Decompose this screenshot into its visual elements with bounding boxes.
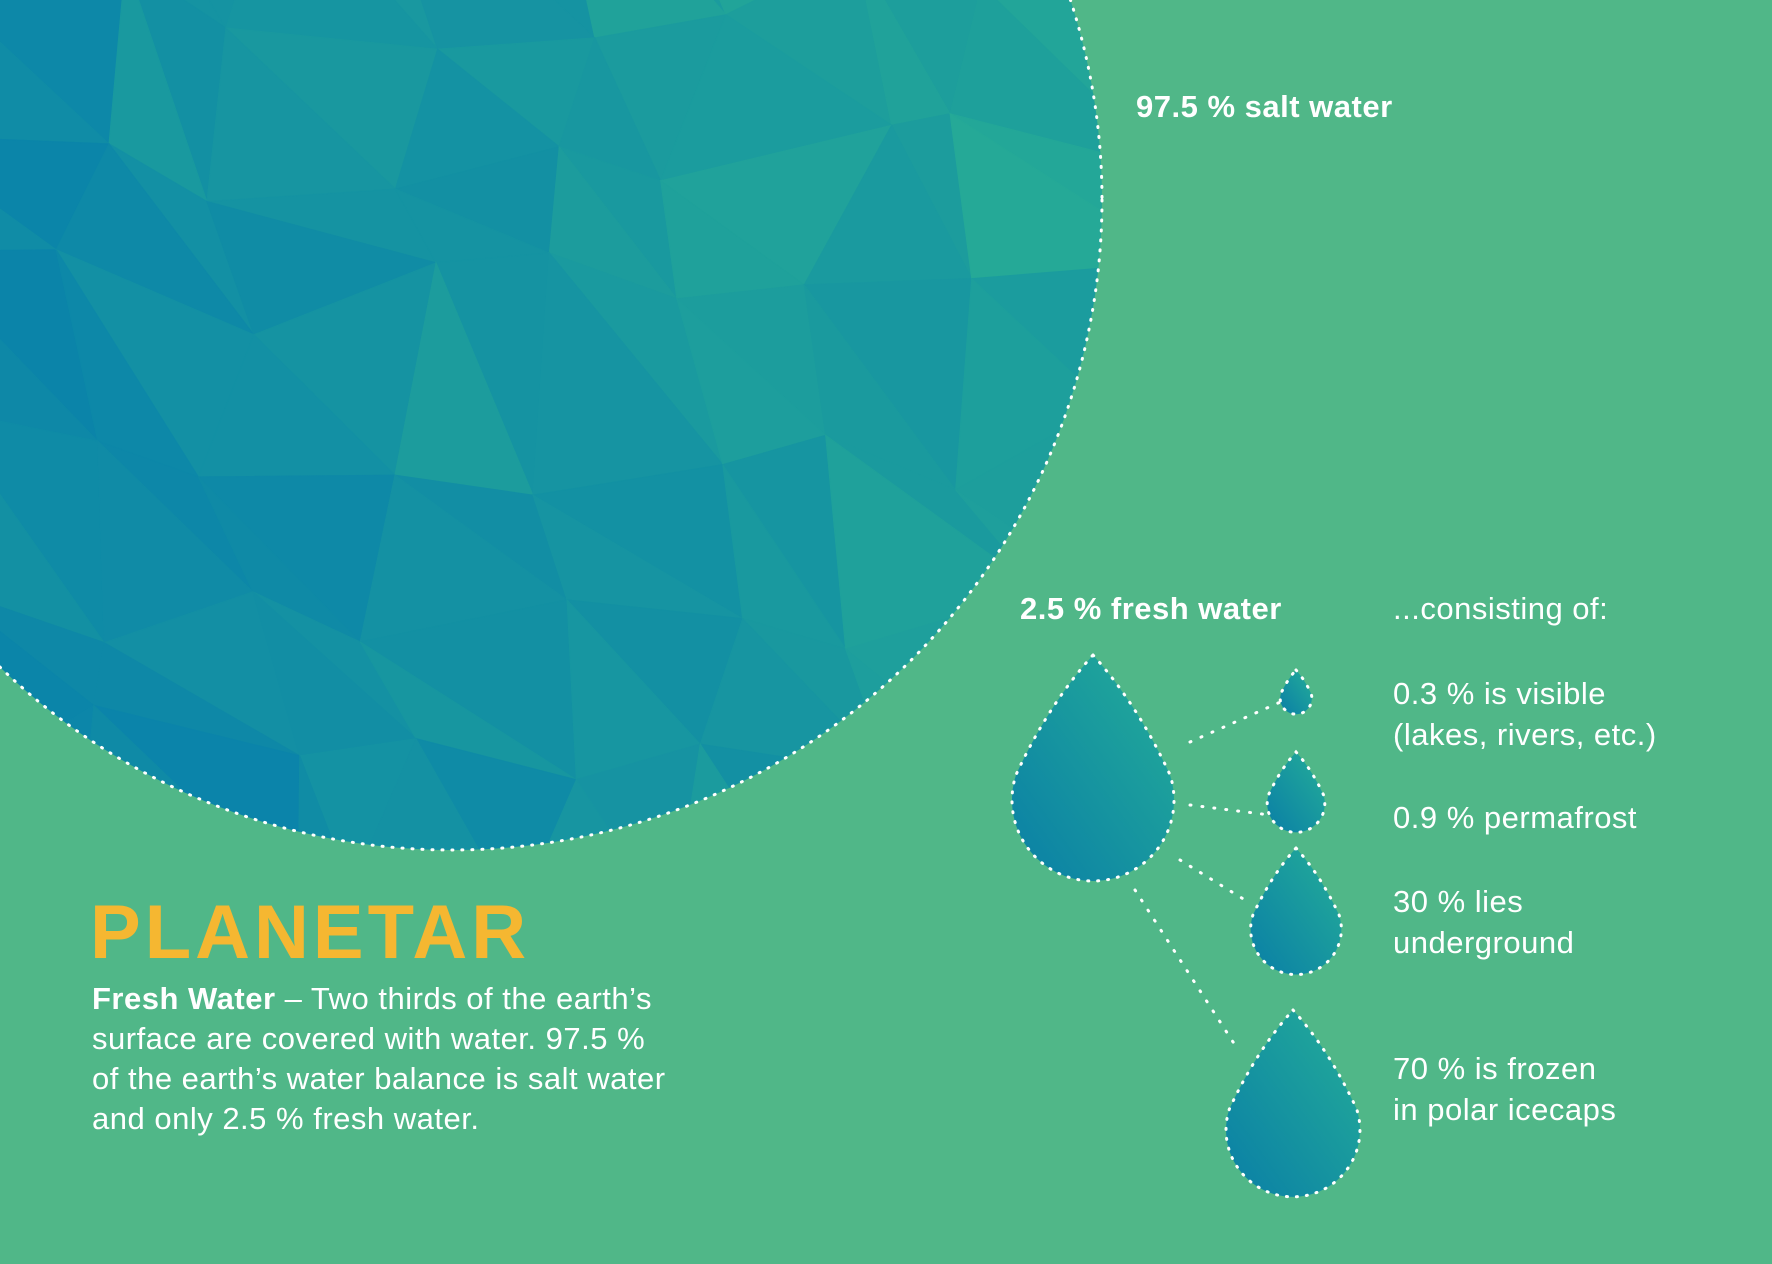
breakdown-list: 0.3 % is visible (lakes, rivers, etc.) 0.9… xyxy=(1393,676,1657,1127)
description-line: of the earth’s water balance is salt wat… xyxy=(92,1061,666,1096)
description-line: surface are covered with water. 97.5 % xyxy=(92,1021,645,1056)
description-line: and only 2.5 % fresh water. xyxy=(92,1101,479,1136)
breakdown-item: 0.9 % permafrost xyxy=(1393,800,1637,835)
breakdown-item: 70 % is frozen xyxy=(1393,1051,1596,1086)
water-drop xyxy=(1265,749,1327,834)
salt-water-label: 97.5 % salt water xyxy=(1136,89,1393,124)
breakdown-item: 0.3 % is visible xyxy=(1393,676,1606,711)
drops xyxy=(1010,652,1362,1199)
breakdown-item: (lakes, rivers, etc.) xyxy=(1393,717,1657,752)
brand: PLANETAR xyxy=(90,890,530,975)
description-line: Fresh Water – Two thirds of the earth’s xyxy=(92,981,652,1016)
connector xyxy=(1178,858,1247,902)
polygon-facet xyxy=(0,134,58,252)
connector xyxy=(1188,803,1272,817)
description: surface are covered with water. 97.5 % of… xyxy=(92,1021,666,1136)
polygon-facet xyxy=(350,737,518,850)
water-drop xyxy=(1278,667,1314,716)
breakdown-item: underground xyxy=(1393,925,1574,960)
breakdown-item: in polar icecaps xyxy=(1393,1092,1616,1127)
fresh-water-label: 2.5 % fresh water xyxy=(1020,591,1282,626)
description-text: – Two thirds of the earth’s xyxy=(276,981,652,1016)
description-lead: Fresh Water xyxy=(92,981,276,1016)
polygon-facet xyxy=(297,755,352,850)
water-drop xyxy=(1249,845,1343,976)
breakdown-item: 30 % lies xyxy=(1393,884,1523,919)
globe-outline xyxy=(0,0,1104,852)
water-drop xyxy=(1010,652,1176,883)
breakdown-intro: ...consisting of: xyxy=(1393,591,1608,626)
water-drop xyxy=(1224,1007,1362,1199)
